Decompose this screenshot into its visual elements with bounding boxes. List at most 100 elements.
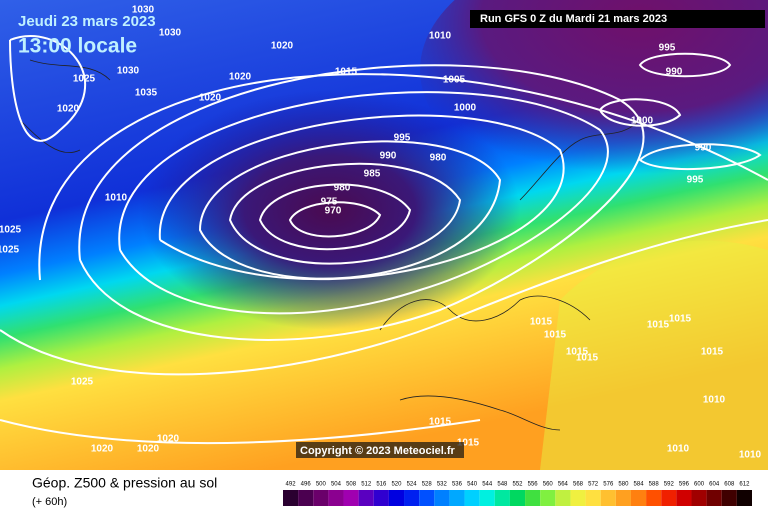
isobar-label: 1020 bbox=[199, 93, 222, 104]
colorbar-cell bbox=[661, 490, 677, 506]
colorbar-label: 580 bbox=[618, 482, 629, 488]
isobar-label: 1015 bbox=[530, 317, 553, 328]
colorbar-label: 560 bbox=[543, 482, 554, 488]
coastlines bbox=[19, 59, 641, 431]
colorbar-cell bbox=[449, 490, 465, 506]
copyright: Copyright © 2023 Meteociel.fr bbox=[300, 445, 456, 457]
colorbar-cell bbox=[388, 490, 405, 506]
isobar-labels: 1030 1030 1020 1010 1015 1005 1000 995 990 985 980… bbox=[0, 5, 762, 461]
colorbar-label: 604 bbox=[709, 482, 720, 488]
isobar-label: 1000 bbox=[631, 116, 654, 127]
colorbar-label: 572 bbox=[588, 482, 599, 488]
isobar-label: 980 bbox=[430, 153, 447, 164]
colorbar-cell bbox=[434, 490, 450, 506]
local-time: 13:00 locale bbox=[18, 35, 137, 58]
isobar-label: 1010 bbox=[429, 31, 452, 42]
isobar-label: 1020 bbox=[137, 444, 160, 455]
colorbar-label: 548 bbox=[497, 482, 508, 488]
colorbar-label: 552 bbox=[512, 482, 523, 488]
isobar-label: 1015 bbox=[647, 320, 670, 331]
date: Jeudi 23 mars 2023 bbox=[18, 13, 156, 30]
colorbar-label: 568 bbox=[573, 482, 584, 488]
colorbar-cell bbox=[721, 490, 737, 506]
isobar-label: 1025 bbox=[71, 377, 94, 388]
isobar-label: 1020 bbox=[91, 444, 114, 455]
colorbar-cell bbox=[676, 490, 692, 506]
colorbar-cell bbox=[283, 490, 299, 506]
isobar-label: 1015 bbox=[669, 314, 692, 325]
isobar-label: 1015 bbox=[576, 353, 599, 364]
isobar-label: 1015 bbox=[457, 438, 480, 449]
isobar-label: 995 bbox=[394, 133, 411, 144]
colorbar-cell bbox=[555, 490, 571, 506]
isobar-label: 1030 bbox=[159, 28, 182, 39]
isobar-label: 1015 bbox=[701, 347, 724, 358]
isobar-label: 990 bbox=[380, 151, 397, 162]
colorbar-label: 540 bbox=[467, 482, 478, 488]
colorbar-cell bbox=[494, 490, 510, 506]
isobar-label: 1010 bbox=[105, 193, 128, 204]
footer-title: Géop. Z500 & pression au sol bbox=[32, 475, 217, 491]
colorbar-label: 576 bbox=[603, 482, 614, 488]
isobar-label: 1015 bbox=[335, 67, 358, 78]
colorbar-cell bbox=[706, 490, 722, 506]
background bbox=[0, 0, 768, 470]
colorbar-label: 508 bbox=[346, 482, 357, 488]
isobar-label: 1020 bbox=[229, 72, 252, 83]
colorbar-cell bbox=[630, 490, 647, 506]
colorbar-label: 524 bbox=[407, 482, 418, 488]
colorbar-label: 536 bbox=[452, 482, 463, 488]
colorbar-cell bbox=[509, 490, 526, 506]
colorbar-cell bbox=[600, 490, 616, 506]
colorbar-label: 496 bbox=[301, 482, 312, 488]
isobar-label: 1015 bbox=[544, 330, 567, 341]
colorbar-label: 504 bbox=[331, 482, 342, 488]
colorbar-cell bbox=[343, 490, 359, 506]
colorbar-label: 516 bbox=[376, 482, 387, 488]
isobar-label: 1025 bbox=[0, 225, 22, 236]
colorbar-cell bbox=[615, 490, 631, 506]
isobars bbox=[0, 35, 768, 445]
isobar-label: 975 bbox=[321, 197, 338, 208]
isobar-label: 1020 bbox=[271, 41, 294, 52]
isobar-label: 1020 bbox=[57, 104, 80, 115]
colorbar-label: 564 bbox=[558, 482, 569, 488]
isobar-label: 970 bbox=[325, 206, 342, 217]
colorbar-label: 556 bbox=[528, 482, 539, 488]
footer-lead: (+ 60h) bbox=[32, 496, 67, 508]
isobar-label: 1010 bbox=[667, 444, 690, 455]
isobar-label: 1005 bbox=[443, 75, 466, 86]
colorbar-cell bbox=[736, 490, 752, 506]
colorbar-cell bbox=[464, 490, 480, 506]
colorbar-cell bbox=[691, 490, 707, 506]
colorbar-cell bbox=[585, 490, 601, 506]
isobar-label: 1010 bbox=[703, 395, 726, 406]
colorbar-label: 588 bbox=[649, 482, 660, 488]
isobar-label: 990 bbox=[695, 143, 712, 154]
isobar-label: 1030 bbox=[132, 5, 155, 16]
isobar-label: 1010 bbox=[739, 450, 762, 461]
isobar-label: 990 bbox=[666, 67, 683, 78]
copyright-box bbox=[296, 442, 464, 458]
colorbar-cell bbox=[373, 490, 389, 506]
isobar-label: 980 bbox=[334, 183, 351, 194]
isobar-label: 1030 bbox=[117, 66, 140, 77]
isobar-label: 1020 bbox=[157, 434, 180, 445]
colorbar-label: 500 bbox=[316, 482, 327, 488]
colorbar-cell bbox=[646, 490, 662, 506]
colorbar-cell bbox=[540, 490, 556, 506]
colorbar-cell bbox=[570, 490, 586, 506]
isobar-label: 995 bbox=[687, 175, 704, 186]
colorbar-label: 612 bbox=[739, 482, 750, 488]
colorbar-cell bbox=[404, 490, 420, 506]
isobar-label: 995 bbox=[659, 43, 676, 54]
run-box bbox=[470, 10, 765, 28]
colorbar-cell bbox=[313, 490, 329, 506]
colorbar-label: 584 bbox=[634, 482, 645, 488]
colorbar-cell bbox=[419, 490, 435, 506]
isobar-label: 1025 bbox=[0, 245, 20, 256]
colorbar-cell bbox=[298, 490, 314, 506]
isobar-label: 1025 bbox=[73, 74, 96, 85]
colorbar-label: 520 bbox=[391, 482, 402, 488]
